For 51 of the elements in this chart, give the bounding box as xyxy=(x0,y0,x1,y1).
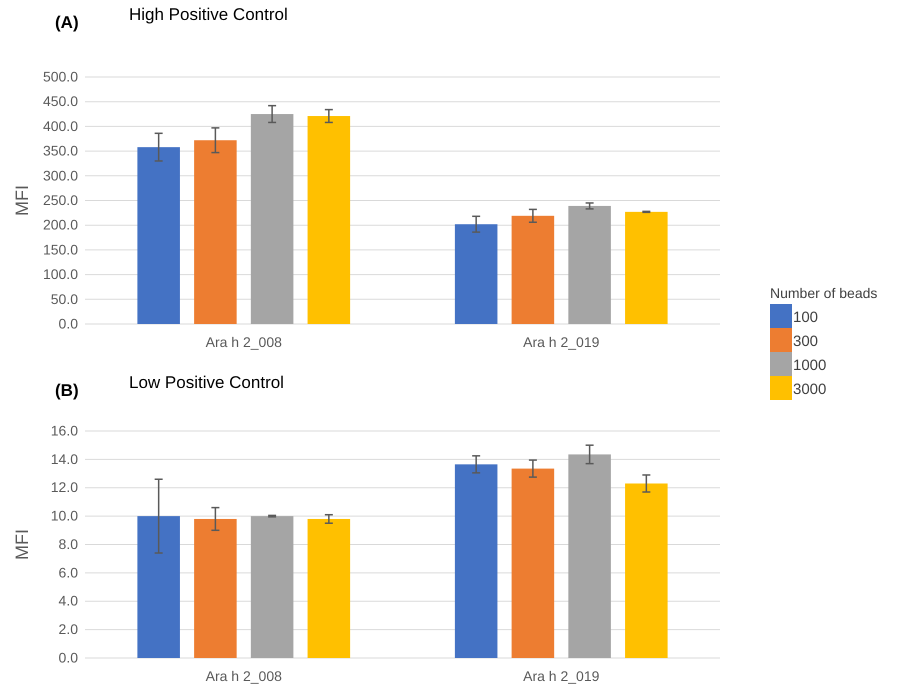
bar xyxy=(454,224,498,324)
y-tick-label: 350.0 xyxy=(42,142,78,159)
legend-label: 300 xyxy=(793,333,818,350)
y-tick-label: 8.0 xyxy=(58,536,78,552)
bar xyxy=(625,483,668,658)
y-tick-label: 2.0 xyxy=(58,621,78,638)
bar xyxy=(512,216,554,324)
bar xyxy=(194,518,237,658)
x-tick-label: Ara h 2_008 xyxy=(206,334,282,350)
y-tick-label: 500.0 xyxy=(42,68,78,84)
legend-label: 1000 xyxy=(793,357,826,374)
bar xyxy=(250,516,294,658)
bar xyxy=(250,114,294,324)
bar xyxy=(137,516,180,658)
y-tick-label: 100.0 xyxy=(42,266,78,282)
y-tick-label: 0.0 xyxy=(58,315,78,332)
y-tick-label: 400.0 xyxy=(42,118,78,134)
y-tick-label: 16.0 xyxy=(50,422,78,438)
y-tick-label: 10.0 xyxy=(50,508,78,524)
bar xyxy=(625,212,668,324)
bar xyxy=(512,468,554,658)
y-axis-title: MFI xyxy=(12,185,32,216)
legend-title: Number of beads xyxy=(770,285,878,301)
bar xyxy=(454,464,498,658)
legend-label: 3000 xyxy=(793,381,826,398)
y-tick-label: 0.0 xyxy=(58,649,78,666)
y-tick-label: 12.0 xyxy=(50,479,78,496)
y-tick-label: 250.0 xyxy=(42,192,78,208)
bar xyxy=(568,206,611,324)
y-axis-title: MFI xyxy=(12,529,32,560)
chart-title: High Positive Control xyxy=(129,5,288,24)
x-tick-label: Ara h 2_008 xyxy=(206,668,282,684)
text: (A) xyxy=(55,13,79,32)
bar xyxy=(137,147,180,324)
y-tick-label: 150.0 xyxy=(42,241,78,258)
y-tick-label: 6.0 xyxy=(58,564,78,580)
x-tick-label: Ara h 2_019 xyxy=(523,334,600,350)
bar xyxy=(308,518,350,658)
x-tick-label: Ara h 2_019 xyxy=(523,668,600,684)
bar xyxy=(194,140,237,324)
legend-label: 100 xyxy=(793,309,818,326)
y-tick-label: 450.0 xyxy=(42,93,78,110)
y-tick-label: 200.0 xyxy=(42,216,78,233)
y-tick-label: 14.0 xyxy=(50,450,78,467)
y-tick-label: 50.0 xyxy=(50,290,78,307)
chart-title: Low Positive Control xyxy=(129,373,284,392)
bar xyxy=(308,116,350,324)
bar xyxy=(568,454,611,658)
y-tick-label: 4.0 xyxy=(58,592,78,609)
text: (B) xyxy=(55,381,79,400)
y-tick-label: 300.0 xyxy=(42,167,78,184)
